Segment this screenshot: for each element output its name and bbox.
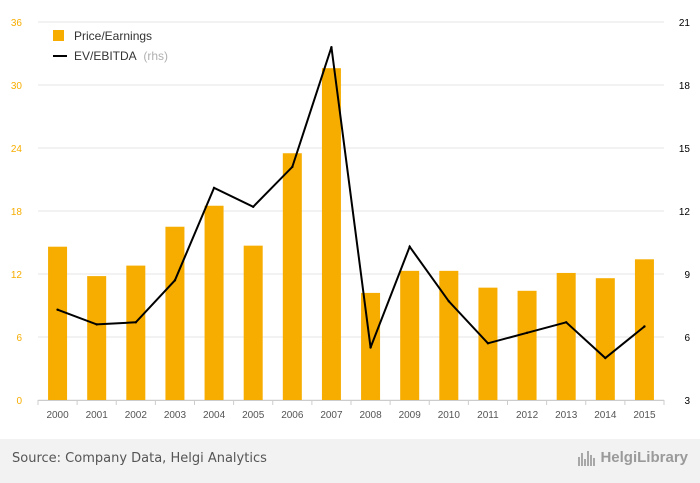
right-tick-label: 18	[679, 81, 691, 92]
right-tick-label: 9	[684, 270, 690, 281]
line-point	[408, 245, 411, 248]
left-tick-label: 0	[16, 396, 22, 407]
bar-series	[48, 68, 654, 400]
bar	[321, 68, 341, 400]
right-tick-label: 3	[684, 396, 690, 407]
right-tick-label: 6	[684, 333, 690, 344]
x-tick-label: 2007	[320, 410, 343, 421]
x-axis: 2000 2001 2002 2003 2004 2005 2006 2007 2008 2009…	[37, 400, 665, 421]
bar	[517, 290, 537, 400]
line-point	[212, 186, 216, 190]
left-tick-label: 24	[11, 144, 23, 155]
left-tick-label: 18	[11, 207, 23, 218]
helgi-library-logo: HelgiLibrary	[578, 449, 688, 466]
line-point	[604, 356, 607, 360]
bar	[439, 270, 459, 400]
right-tick-label: 15	[679, 144, 691, 155]
legend-line-label: EV/EBITDA	[74, 49, 137, 63]
bar	[204, 205, 224, 400]
x-tick-label: 2009	[399, 410, 422, 421]
x-tick-label: 2008	[359, 410, 382, 421]
bar	[556, 272, 576, 400]
x-tick-label: 2011	[477, 410, 499, 421]
x-tick-label: 2010	[438, 410, 461, 421]
bar	[400, 270, 420, 400]
library-logo-icon	[578, 450, 596, 466]
footer: Source: Company Data, Helgi Analytics He…	[0, 439, 700, 483]
x-tick-label: 2015	[633, 410, 656, 421]
line-point	[95, 323, 98, 326]
line-point	[447, 300, 451, 303]
logo-text: HelgiLibrary	[600, 449, 688, 466]
line-series	[56, 46, 646, 360]
line-point	[291, 165, 294, 169]
line-point	[643, 325, 646, 328]
bar	[595, 278, 615, 400]
x-tick-label: 2004	[203, 410, 226, 421]
right-tick-label: 21	[679, 18, 691, 29]
x-tick-label: 2005	[242, 410, 265, 421]
legend-line-suffix: (rhs)	[143, 49, 168, 63]
right-axis-ticks: 3 6 9 12 15 18 21	[679, 18, 691, 407]
left-tick-label: 30	[11, 81, 23, 92]
bar	[243, 245, 263, 400]
x-tick-label: 2013	[555, 410, 578, 421]
line-point	[486, 342, 490, 345]
bar	[87, 276, 107, 400]
bar	[48, 246, 68, 400]
line-point	[173, 279, 177, 282]
x-tick-label: 2014	[594, 410, 617, 421]
left-tick-label: 36	[11, 18, 23, 29]
line-point	[564, 321, 568, 324]
legend-bar-label: Price/Earnings	[74, 29, 152, 43]
left-tick-label: 12	[11, 270, 23, 281]
bar	[165, 226, 185, 400]
source-note: Source: Company Data, Helgi Analytics	[12, 451, 267, 466]
line-point	[525, 331, 529, 334]
line-point	[56, 308, 59, 311]
line-point	[251, 205, 255, 208]
left-axis-ticks: 0 6 12 18 24 30 36	[11, 18, 23, 407]
bar	[282, 153, 302, 400]
line-path	[57, 46, 646, 360]
bar	[634, 259, 654, 400]
x-tick-label: 2003	[164, 410, 187, 421]
bar	[126, 265, 146, 400]
line-point	[134, 321, 138, 324]
legend-line-label-group: EV/EBITDA (rhs)	[74, 49, 168, 63]
x-tick-label: 2002	[125, 410, 148, 421]
left-tick-label: 6	[16, 333, 22, 344]
line-point	[369, 346, 372, 349]
line-point	[330, 46, 333, 49]
x-tick-label: 2001	[86, 410, 109, 421]
x-tick-label: 2006	[281, 410, 304, 421]
right-tick-label: 12	[679, 207, 691, 218]
legend-bar-swatch	[53, 30, 64, 41]
x-tick-label: 2012	[516, 410, 539, 421]
legend: Price/Earnings EV/EBITDA (rhs)	[53, 29, 168, 63]
x-tick-label: 2000	[46, 410, 69, 421]
